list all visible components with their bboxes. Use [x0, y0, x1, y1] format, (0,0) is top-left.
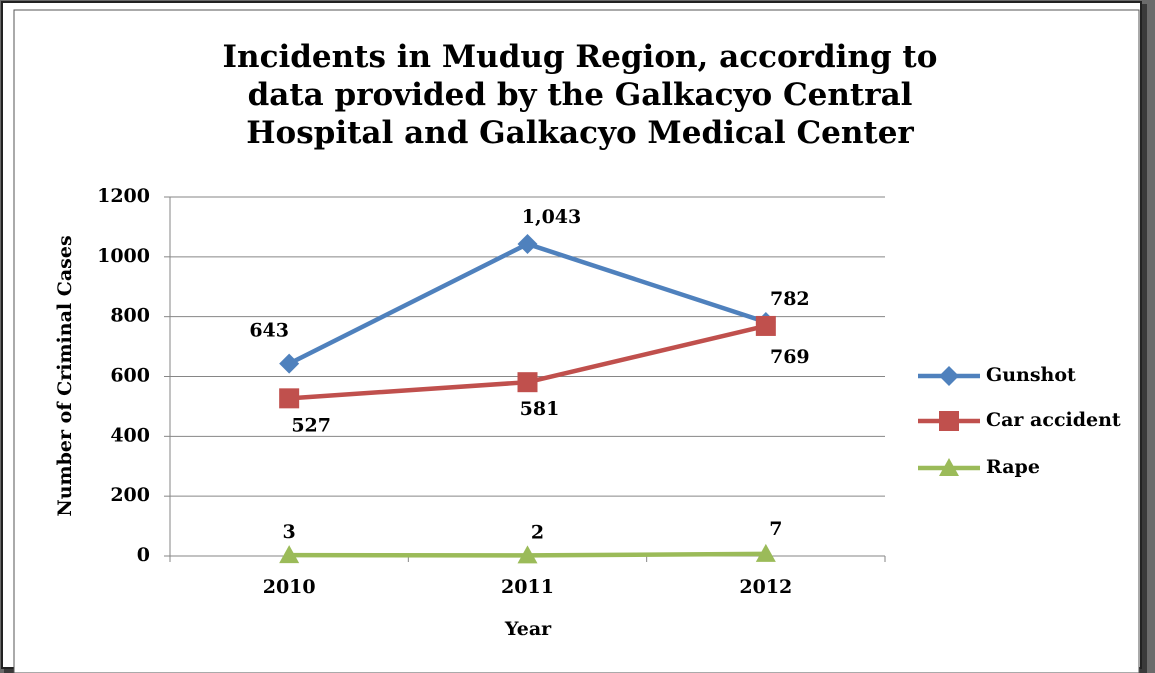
- y-axis-title: Number of Criminal Cases: [54, 235, 76, 516]
- legend-label: Car accident: [986, 409, 1121, 431]
- x-tick-label: 2012: [739, 576, 792, 598]
- x-tick-label: 2011: [501, 576, 554, 598]
- data-label: 782: [770, 288, 810, 310]
- legend-label: Rape: [986, 456, 1040, 478]
- marker: [517, 372, 538, 393]
- y-tick-label: 1200: [97, 185, 150, 207]
- marker: [939, 366, 959, 386]
- data-label: 3: [283, 521, 296, 543]
- marker: [939, 411, 959, 431]
- data-label: 7: [769, 518, 782, 540]
- y-tick-label: 800: [110, 305, 150, 327]
- x-axis-title: Year: [504, 618, 552, 640]
- marker: [279, 388, 300, 409]
- marker: [279, 545, 300, 564]
- data-label: 643: [249, 320, 289, 342]
- y-tick-label: 600: [110, 365, 150, 387]
- data-label: 769: [770, 346, 810, 368]
- y-tick-label: 0: [137, 544, 150, 566]
- marker: [755, 543, 776, 562]
- chart-area: [13, 9, 1140, 673]
- marker: [939, 458, 959, 476]
- data-label: 2: [531, 521, 544, 543]
- data-label: 527: [291, 414, 331, 436]
- marker: [279, 353, 300, 374]
- data-label: 1,043: [522, 206, 582, 228]
- chart-title: Incidents in Mudug Region, according to …: [222, 39, 938, 151]
- x-tick-label: 2010: [263, 576, 316, 598]
- data-label: 581: [520, 398, 560, 420]
- y-tick-label: 200: [110, 484, 150, 506]
- marker: [517, 545, 538, 564]
- marker: [755, 315, 776, 336]
- y-tick-label: 400: [110, 424, 150, 446]
- legend-label: Gunshot: [986, 364, 1076, 386]
- marker: [517, 233, 538, 254]
- y-tick-label: 1000: [97, 245, 150, 267]
